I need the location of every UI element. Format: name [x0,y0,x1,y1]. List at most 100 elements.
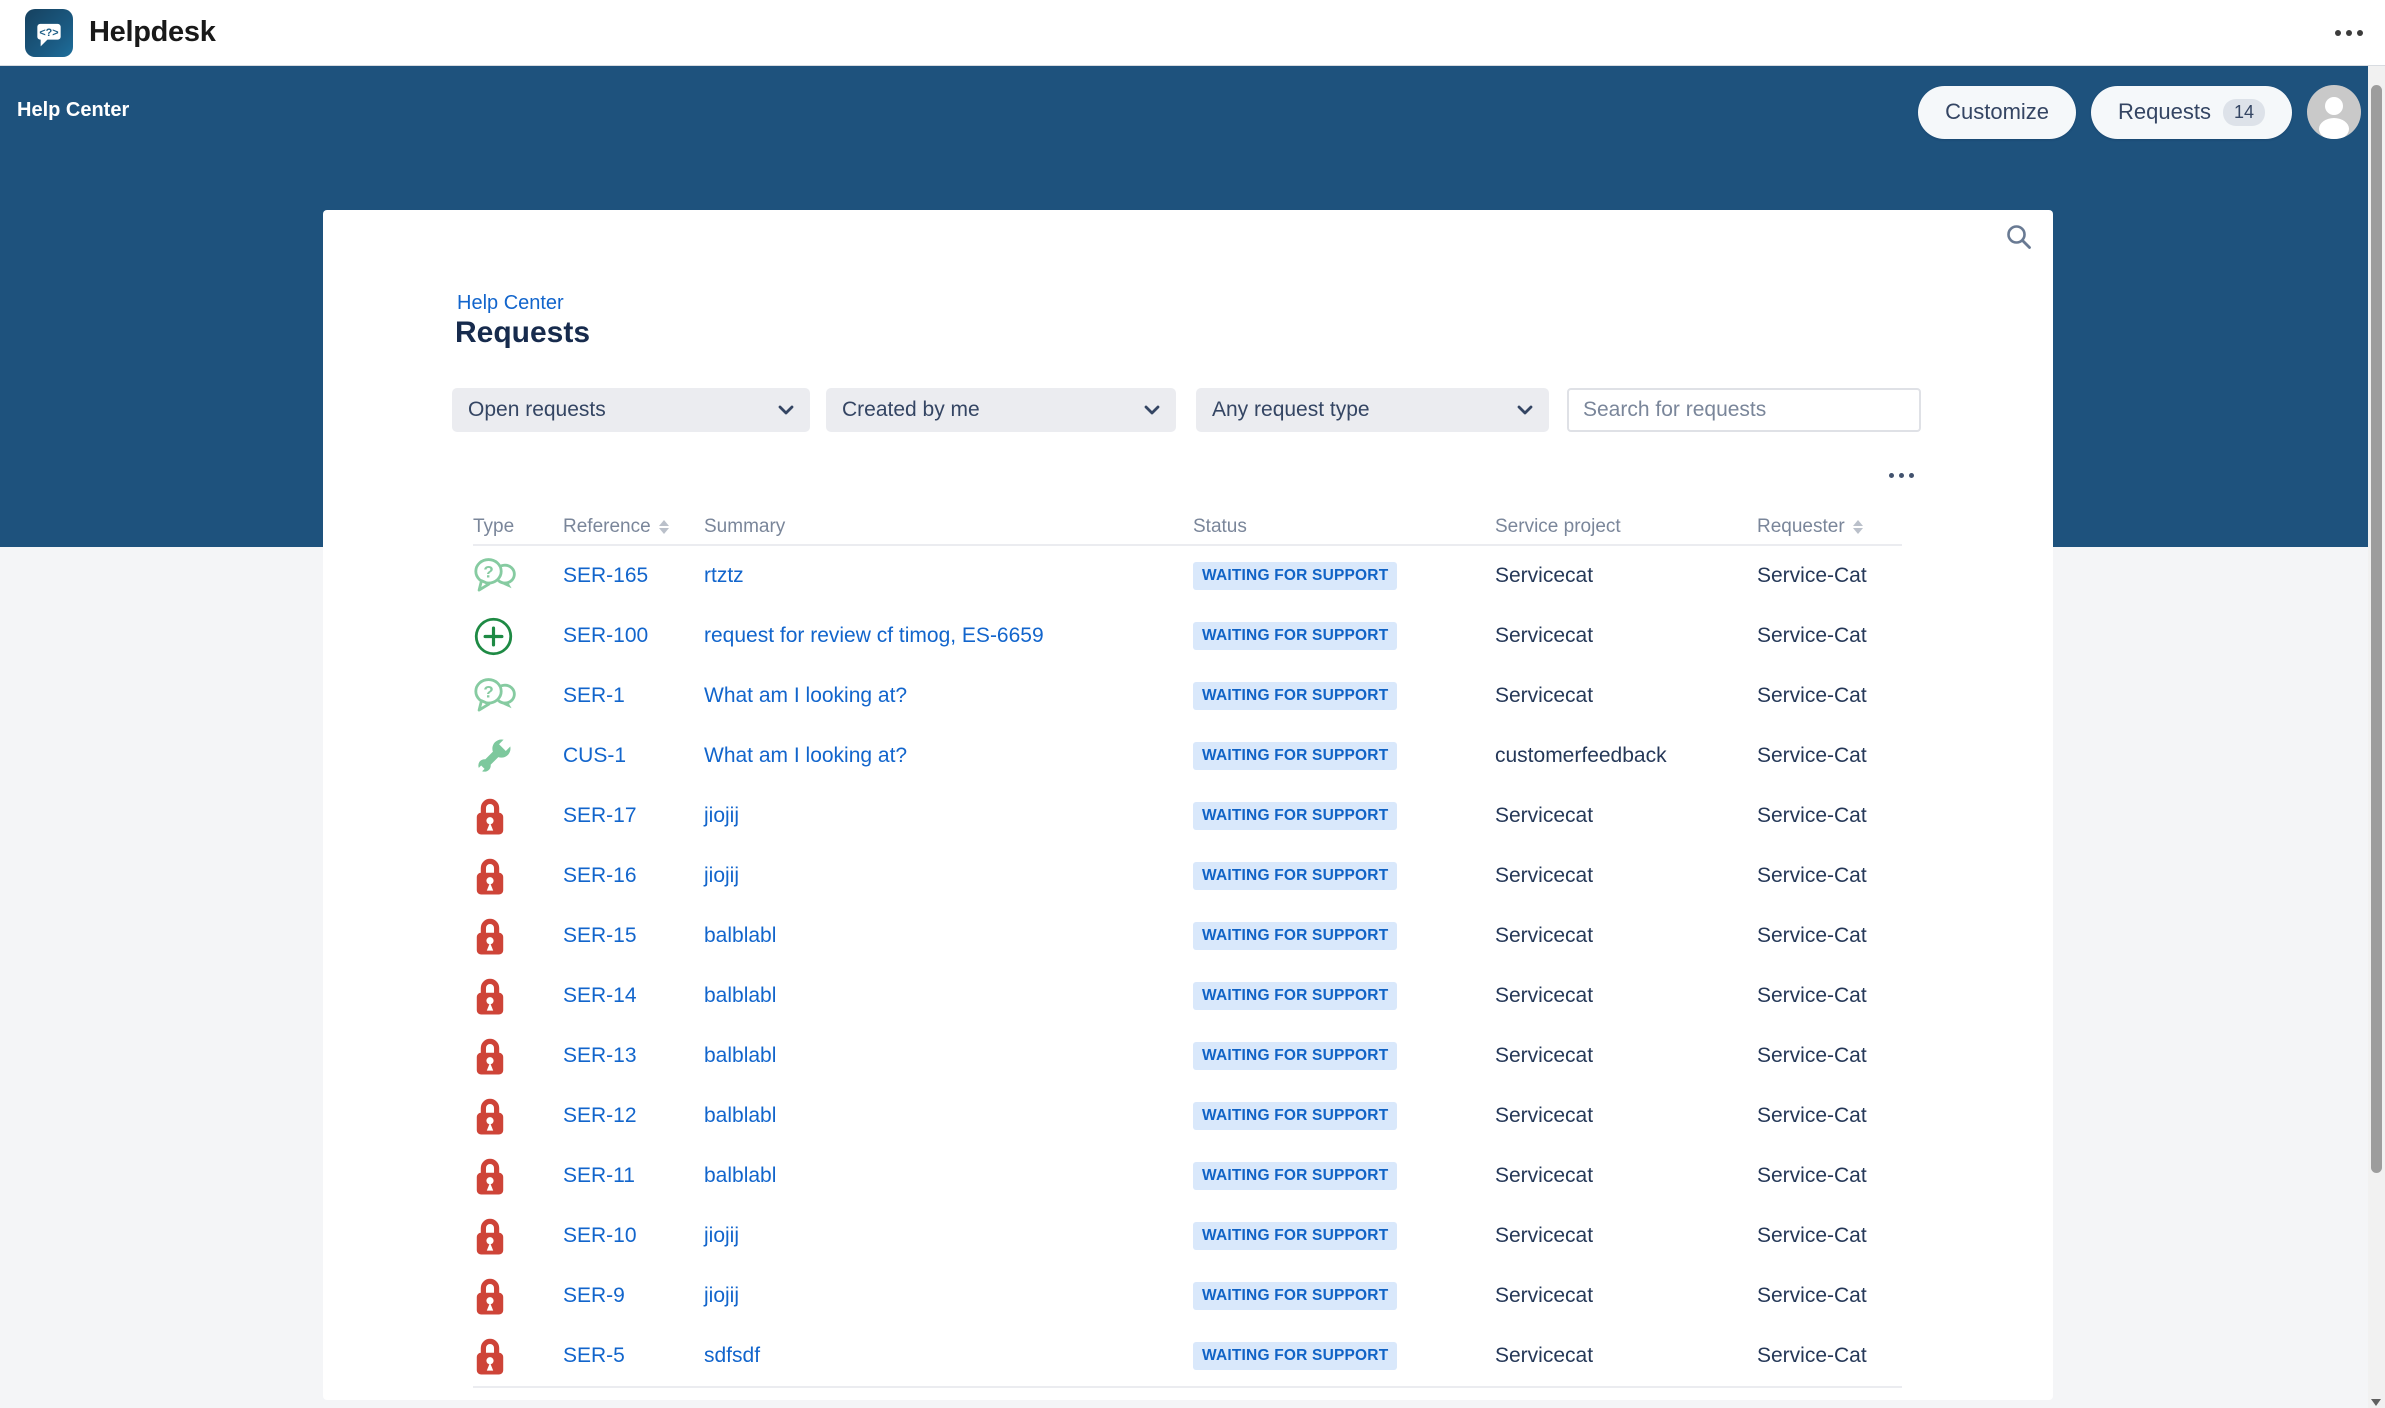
column-header-label: Status [1193,516,1247,537]
reference-link[interactable]: SER-12 [563,1104,637,1127]
status-badge: WAITING FOR SUPPORT [1193,862,1398,890]
reference-link[interactable]: SER-100 [563,624,649,647]
app-title: Helpdesk [89,16,216,48]
hero-actions: Customize Requests 14 [1918,85,2361,139]
svg-text:<?>: <?> [39,26,58,38]
question-bubbles-icon [473,557,520,595]
column-header-status: Status [1193,516,1495,538]
status-filter-value: Open requests [468,398,606,421]
lock-icon [473,1274,507,1319]
table-header-row: Type Reference Summary Status Service projec… [473,510,1902,546]
summary-link[interactable]: balblabl [704,1044,777,1067]
requests-card: Help Center Requests Open requests Creat… [323,210,2053,1400]
request-row: SER-14 balblabl WAITING FOR SUPPORT Service… [473,966,1902,1026]
service-project-value: Servicecat [1495,984,1594,1007]
reference-link[interactable]: SER-5 [563,1344,625,1367]
scrollbar-thumb[interactable] [2371,85,2382,1173]
hero-help-center-label: Help Center [17,99,130,121]
user-avatar[interactable] [2307,85,2361,139]
request-type-filter-dropdown[interactable]: Any request type [1196,388,1549,432]
lock-icon [473,1154,507,1199]
status-badge: WAITING FOR SUPPORT [1193,682,1398,710]
chat-question-icon: <?> [37,23,61,46]
breadcrumb[interactable]: Help Center [457,292,564,314]
reference-link[interactable]: CUS-1 [563,744,627,767]
reference-link[interactable]: SER-14 [563,984,637,1007]
status-badge: WAITING FOR SUPPORT [1193,1282,1398,1310]
service-project-value: Servicecat [1495,804,1594,827]
requests-button-label: Requests [2118,99,2211,124]
search-icon[interactable] [2005,223,2033,251]
requests-button[interactable]: Requests 14 [2091,85,2292,139]
column-header-label: Reference [563,516,651,537]
requester-value: Service-Cat [1757,684,1867,707]
summary-link[interactable]: What am I looking at? [704,684,908,707]
request-row: SER-5 sdfsdf WAITING FOR SUPPORT Servicecat… [473,1326,1902,1386]
table-more-icon[interactable] [1889,473,1914,478]
summary-link[interactable]: What am I looking at? [704,744,908,767]
request-row: SER-1 What am I looking at? WAITING FOR SU… [473,666,1902,726]
summary-link[interactable]: balblabl [704,1164,777,1187]
summary-link[interactable]: balblabl [704,1104,777,1127]
status-filter-dropdown[interactable]: Open requests [452,388,810,432]
requester-value: Service-Cat [1757,864,1867,887]
requester-value: Service-Cat [1757,624,1867,647]
service-project-value: Servicecat [1495,624,1594,647]
requests-table-body: SER-165 rtztz WAITING FOR SUPPORT Serviceca… [473,546,1902,1388]
wrench-icon [473,735,515,777]
header-more-icon[interactable] [2335,30,2363,36]
column-header-requester[interactable]: Requester [1757,516,1902,538]
reference-link[interactable]: SER-9 [563,1284,625,1307]
reference-link[interactable]: SER-15 [563,924,637,947]
requester-value: Service-Cat [1757,1104,1867,1127]
requests-count-badge: 14 [2222,98,2265,126]
column-header-reference[interactable]: Reference [563,516,704,538]
reference-link[interactable]: SER-10 [563,1224,637,1247]
summary-link[interactable]: jiojij [704,804,740,827]
summary-link[interactable]: request for review cf timog, ES-6659 [704,624,1044,647]
request-row: SER-165 rtztz WAITING FOR SUPPORT Serviceca… [473,546,1902,606]
request-row: CUS-1 What am I looking at? WAITING FOR SU… [473,726,1902,786]
summary-link[interactable]: sdfsdf [704,1344,761,1367]
summary-link[interactable]: jiojij [704,1224,740,1247]
customize-button[interactable]: Customize [1918,85,2077,139]
owner-filter-value: Created by me [842,398,980,421]
summary-link[interactable]: balblabl [704,924,777,947]
requester-value: Service-Cat [1757,1284,1867,1307]
page-title: Requests [455,316,591,349]
summary-link[interactable]: balblabl [704,984,777,1007]
vertical-scrollbar[interactable] [2368,66,2385,1408]
service-project-value: Servicecat [1495,864,1594,887]
plus-circle-icon [473,616,514,657]
summary-link[interactable]: jiojij [704,1284,740,1307]
service-project-value: Servicecat [1495,924,1594,947]
status-badge: WAITING FOR SUPPORT [1193,1042,1398,1070]
reference-link[interactable]: SER-165 [563,564,649,587]
requester-value: Service-Cat [1757,924,1867,947]
service-project-value: Servicecat [1495,1224,1594,1247]
request-type-filter-value: Any request type [1212,398,1370,421]
summary-link[interactable]: rtztz [704,564,744,587]
request-row: SER-10 jiojij WAITING FOR SUPPORT Serviceca… [473,1206,1902,1266]
request-row: SER-9 jiojij WAITING FOR SUPPORT Servicecat… [473,1266,1902,1326]
status-badge: WAITING FOR SUPPORT [1193,1102,1398,1130]
lock-icon [473,1094,507,1139]
owner-filter-dropdown[interactable]: Created by me [826,388,1176,432]
status-badge: WAITING FOR SUPPORT [1193,802,1398,830]
status-badge: WAITING FOR SUPPORT [1193,982,1398,1010]
reference-link[interactable]: SER-17 [563,804,637,827]
reference-link[interactable]: SER-16 [563,864,637,887]
app-header: <?> Helpdesk [0,0,2385,66]
requester-value: Service-Cat [1757,1164,1867,1187]
reference-link[interactable]: SER-11 [563,1164,635,1187]
requester-value: Service-Cat [1757,744,1867,767]
search-requests-input[interactable] [1567,388,1921,432]
column-header-service-project: Service project [1495,516,1757,538]
scrollbar-down-arrow-icon[interactable] [2371,1399,2381,1406]
summary-link[interactable]: jiojij [704,864,740,887]
reference-link[interactable]: SER-1 [563,684,625,707]
service-project-value: Servicecat [1495,564,1594,587]
lock-icon [473,914,507,959]
service-project-value: Servicecat [1495,1344,1594,1367]
reference-link[interactable]: SER-13 [563,1044,637,1067]
